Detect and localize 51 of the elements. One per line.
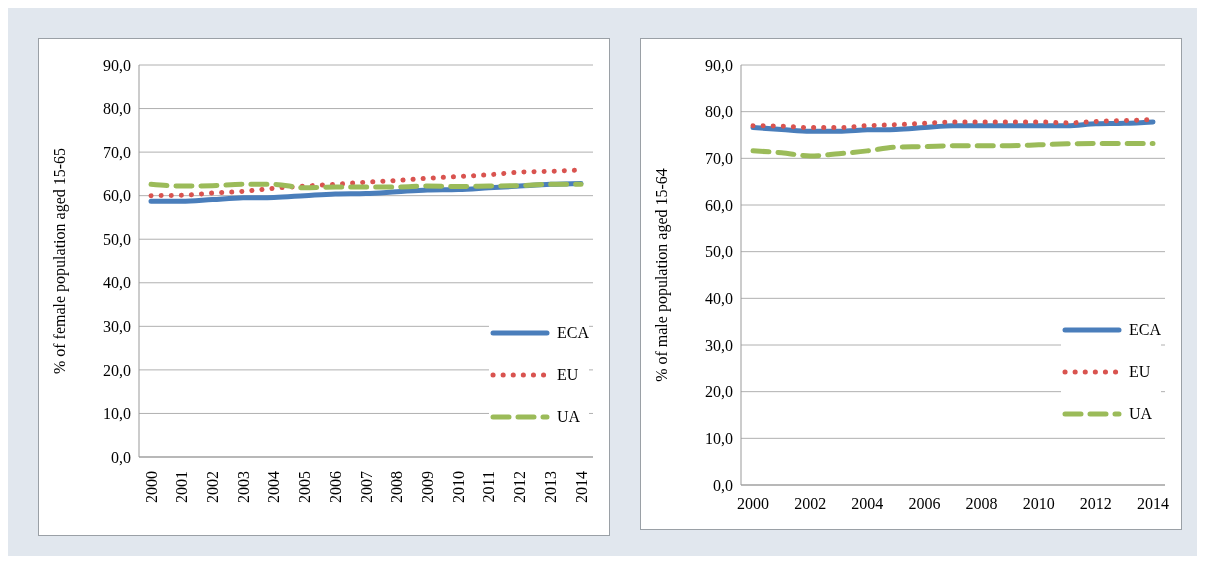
x-tick-label: 2006	[326, 471, 344, 503]
legend-label: UA	[1129, 404, 1153, 423]
x-tick-label: 2002	[203, 471, 221, 503]
y-axis-title: % of female population aged 15-65	[50, 147, 69, 375]
y-tick-label: 0,0	[111, 448, 131, 466]
x-tick-label: 2012	[1079, 495, 1112, 512]
y-tick-label: 80,0	[103, 100, 131, 118]
x-tick-label: 2011	[480, 471, 498, 503]
y-tick-label: 90,0	[103, 56, 131, 74]
y-tick-label: 90,0	[705, 56, 733, 74]
y-tick-label: 70,0	[103, 143, 131, 161]
x-tick-label: 2007	[357, 471, 375, 503]
x-tick-label: 2001	[173, 471, 191, 503]
x-tick-label: 2006	[908, 495, 941, 512]
y-tick-label: 60,0	[103, 187, 131, 205]
y-tick-label: 40,0	[705, 290, 733, 308]
y-tick-label: 20,0	[103, 361, 131, 379]
x-tick-label: 2005	[296, 471, 314, 503]
x-tick-label: 2010	[1022, 495, 1055, 512]
x-tick-label: 2013	[541, 471, 559, 503]
y-tick-label: 60,0	[705, 196, 733, 214]
x-tick-label: 2009	[418, 471, 436, 503]
x-tick-label: 2014	[1137, 495, 1169, 512]
y-tick-label: 40,0	[103, 274, 131, 292]
y-tick-label: 50,0	[103, 230, 131, 248]
x-tick-label: 2002	[794, 495, 827, 512]
x-tick-label: 2008	[965, 495, 998, 512]
x-tick-label: 2004	[851, 495, 884, 512]
y-axis-title: % of male population aged 15-64	[652, 168, 671, 382]
y-tick-label: 30,0	[705, 336, 733, 354]
y-tick-label: 10,0	[103, 405, 131, 423]
x-tick-label: 2012	[511, 471, 529, 503]
y-tick-label: 20,0	[705, 383, 733, 401]
x-tick-label: 2003	[234, 471, 252, 503]
legend-label: ECA	[557, 323, 589, 342]
y-tick-label: 0,0	[713, 476, 733, 494]
legend-label: UA	[557, 407, 581, 426]
x-tick-label: 2004	[265, 471, 283, 503]
x-tick-label: 2014	[572, 471, 590, 503]
x-tick-label: 2000	[737, 495, 769, 512]
y-tick-label: 50,0	[705, 243, 733, 261]
x-tick-label: 2008	[388, 471, 406, 503]
x-tick-label: 2010	[449, 471, 467, 503]
legend-label: EU	[557, 365, 579, 384]
legend-label: ECA	[1129, 320, 1161, 339]
y-tick-label: 10,0	[705, 430, 733, 448]
x-tick-label: 2000	[142, 471, 160, 503]
legend-label: EU	[1129, 362, 1151, 381]
y-tick-label: 80,0	[705, 103, 733, 121]
y-tick-label: 70,0	[705, 150, 733, 168]
y-tick-label: 30,0	[103, 318, 131, 336]
